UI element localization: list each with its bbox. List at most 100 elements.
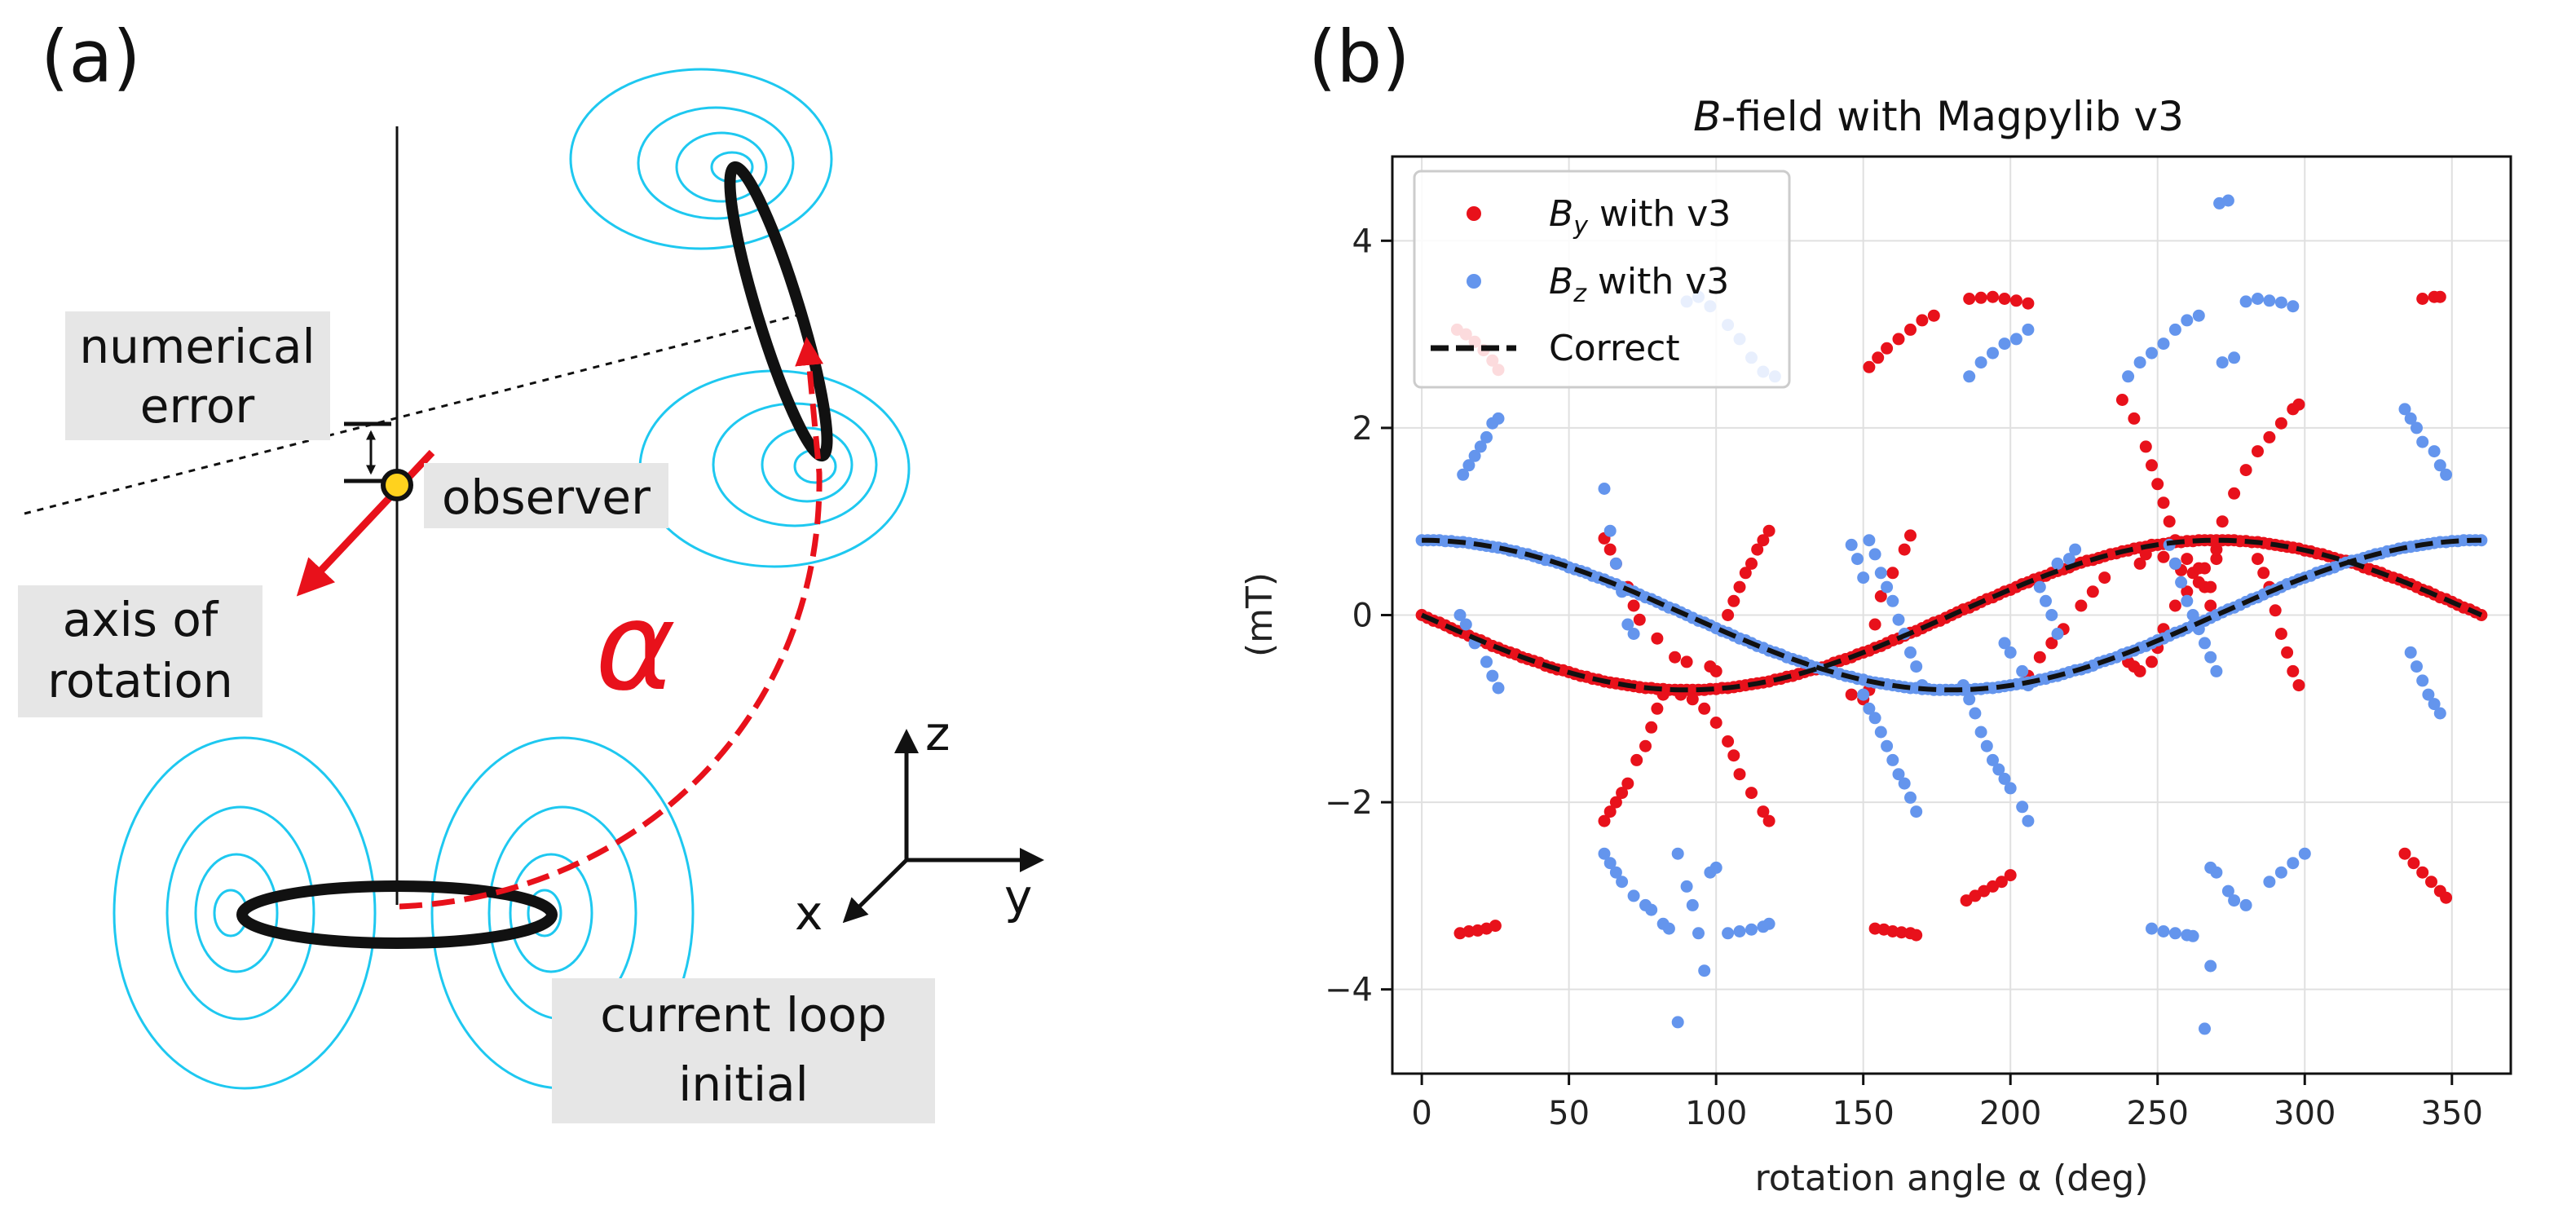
data-point [2163, 515, 2176, 528]
data-point [2192, 576, 2205, 589]
data-point [2175, 576, 2188, 589]
data-point [2428, 698, 2441, 711]
current-loop-box [552, 978, 935, 1123]
data-point [1686, 693, 1699, 706]
data-point [2122, 370, 2135, 383]
data-point [1868, 548, 1881, 561]
data-point [1745, 557, 1758, 570]
data-point [1745, 923, 1758, 936]
data-point [1998, 337, 2011, 351]
field-lines-top [569, 68, 833, 250]
data-point [1874, 567, 1887, 580]
data-point [1886, 594, 1899, 607]
data-point [2210, 866, 2223, 879]
data-point [2239, 464, 2252, 477]
data-point [2204, 580, 2217, 593]
data-point [1904, 791, 1917, 804]
error-reference-line [24, 312, 804, 515]
data-point [1627, 628, 1640, 640]
data-point [2045, 637, 2058, 650]
data-point [1904, 529, 1917, 542]
data-point [2252, 553, 2264, 566]
data-point [1857, 571, 1870, 585]
x-axis-label: x [795, 885, 823, 941]
data-point [2146, 922, 2158, 935]
data-point [2168, 927, 2181, 940]
y-tick-label: −4 [1325, 972, 1373, 1009]
data-point [1892, 768, 1905, 781]
panel-b: (b) B-field with Magpylib v3 0 50 100 150 20… [1239, 15, 2512, 1199]
x-tick-label: 250 [2127, 1095, 2189, 1132]
data-point [1745, 787, 1758, 800]
numerical-error-line2: error [140, 378, 255, 434]
correct-curve-bz [1422, 537, 2481, 693]
data-point [2216, 356, 2229, 369]
data-point [1722, 927, 1735, 940]
data-point [1886, 753, 1899, 766]
data-point [2181, 314, 2194, 327]
data-point [1598, 814, 1611, 827]
correct-curve-by [1420, 537, 2483, 693]
chart-title: B-field with Magpylib v3 [1693, 93, 2184, 140]
data-point [1616, 876, 1629, 889]
data-point [2199, 637, 2211, 650]
alpha-label: α [595, 576, 676, 718]
data-point [2004, 869, 2017, 882]
x-tick-label: 150 [1833, 1095, 1895, 1132]
data-point [1974, 356, 1987, 369]
data-point [1609, 796, 1622, 809]
data-point [2433, 707, 2446, 720]
data-point [1963, 370, 1976, 383]
data-point [1639, 739, 1652, 752]
data-point [2192, 309, 2205, 322]
data-point [2425, 876, 2437, 889]
y-tick-label: 2 [1352, 410, 1373, 448]
data-point [1630, 753, 1643, 766]
data-point [2204, 599, 2217, 612]
data-point [1762, 917, 1775, 930]
data-point [2004, 782, 2017, 795]
data-point [1762, 814, 1775, 827]
data-point [2398, 847, 2411, 860]
data-point [2210, 543, 2223, 556]
data-point [2133, 356, 2146, 369]
observer-label: observer [442, 470, 651, 525]
data-point [2051, 557, 2064, 570]
data-point [1645, 903, 1658, 916]
data-point [1910, 805, 1923, 818]
data-point [1910, 660, 1923, 673]
data-point [2274, 296, 2287, 309]
data-point [1874, 726, 1887, 739]
data-point [1998, 637, 2011, 650]
data-point [1698, 702, 1711, 715]
data-point [2228, 894, 2241, 907]
y-axis-title: (mT) [1239, 572, 1281, 657]
rotation-path [399, 337, 824, 910]
data-point [1727, 749, 1740, 762]
legend-label-by: By with v3 [1549, 193, 1731, 240]
data-point [2181, 585, 2194, 598]
data-point [2009, 333, 2022, 346]
data-point [1480, 430, 1493, 443]
data-point [2133, 664, 2146, 677]
data-point [1751, 543, 1764, 556]
data-point [2239, 295, 2252, 308]
data-point [1895, 926, 1908, 939]
data-point [2139, 548, 2152, 561]
data-point [2004, 646, 2017, 659]
panel-b-label: (b) [1308, 15, 1410, 99]
data-point [2252, 293, 2264, 305]
ticks: 0 50 100 150 200 250 300 350 −4 −2 0 2 4 [1325, 223, 2483, 1132]
data-point [2274, 866, 2287, 879]
data-point [1987, 290, 1999, 303]
data-point [2139, 440, 2152, 453]
data-point [2086, 585, 2099, 598]
x-tick-label: 300 [2274, 1095, 2336, 1132]
data-point [1698, 964, 1711, 977]
data-point [2168, 323, 2181, 336]
data-point [1733, 580, 1746, 593]
data-point [1980, 739, 1993, 752]
axis-of-rotation-line1: axis of [63, 592, 219, 647]
legend-label-bz: Bz with v3 [1549, 261, 1729, 308]
panel-a: (a) [18, 15, 1044, 1123]
